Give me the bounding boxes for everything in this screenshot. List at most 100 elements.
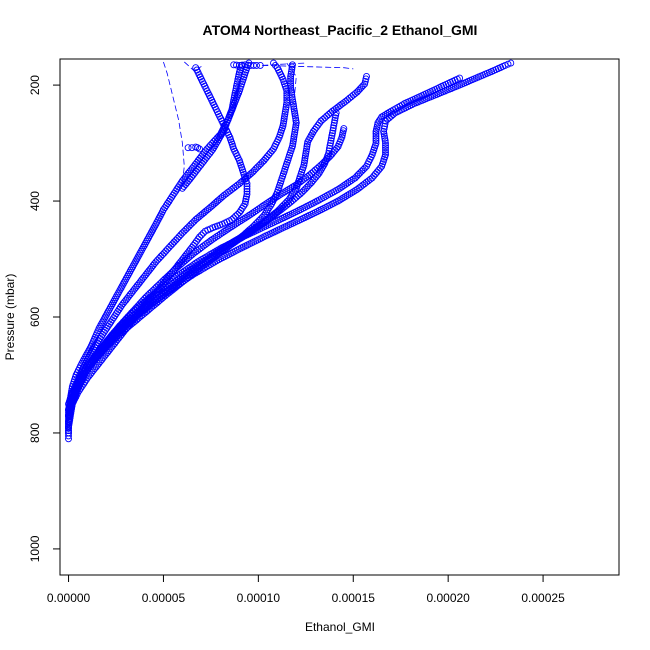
data-point (290, 130, 298, 138)
data-point (180, 227, 188, 235)
data-point (300, 159, 308, 167)
data-point (209, 145, 217, 153)
data-point (381, 122, 389, 130)
data-point (296, 190, 304, 198)
y-axis: 200 400 600 800 1000 (28, 75, 60, 562)
data-point (290, 135, 298, 143)
data-point (252, 165, 260, 173)
data-point (234, 219, 241, 227)
data-point (234, 236, 241, 244)
data-point (290, 133, 298, 141)
data-point (226, 224, 234, 232)
data-point (288, 93, 296, 101)
data-point (328, 132, 336, 140)
data-point (111, 296, 119, 304)
data-point (175, 233, 183, 241)
data-point (65, 432, 72, 440)
data-point (289, 96, 296, 104)
data-point (380, 132, 388, 140)
data-point (289, 98, 297, 106)
data-point (173, 234, 181, 242)
data-point (279, 122, 287, 130)
x-tick-label: 0.00015 (332, 591, 376, 605)
data-point (136, 249, 144, 257)
data-point (107, 303, 114, 311)
data-point (289, 61, 296, 69)
data-point (150, 224, 158, 232)
data-point (287, 70, 295, 78)
data-point (237, 216, 245, 224)
data-point (157, 253, 165, 260)
data-point (371, 170, 379, 178)
data-point (287, 75, 295, 83)
data-point (245, 229, 253, 237)
data-point (346, 190, 353, 198)
data-point (354, 171, 362, 178)
data-point (300, 161, 308, 169)
data-point (362, 75, 370, 83)
data-point (104, 307, 112, 315)
data-point (372, 139, 380, 147)
data-point (134, 253, 142, 261)
data-point (381, 134, 389, 142)
data-point (332, 111, 340, 119)
data-point (188, 219, 196, 227)
data-point (280, 117, 288, 125)
data-point (282, 101, 290, 109)
data-point (380, 128, 388, 135)
data-point (172, 236, 180, 244)
data-point (363, 72, 370, 80)
y-tick-label: 1000 (28, 535, 42, 562)
data-point (212, 140, 220, 147)
data-point (270, 59, 277, 67)
data-point (197, 231, 205, 239)
data-point (301, 154, 309, 162)
data-point (242, 198, 249, 205)
chart-title: ATOM4 Northeast_Pacific_2 Ethanol_GMI (203, 22, 478, 38)
connecting-line (262, 62, 306, 66)
data-point (271, 61, 279, 69)
data-point (290, 107, 298, 115)
data-point (194, 235, 202, 243)
data-point (292, 119, 300, 127)
data-point (113, 292, 121, 300)
data-point (232, 212, 240, 220)
data-point (291, 110, 299, 117)
data-point (291, 126, 299, 134)
data-point (338, 195, 346, 203)
data-point (196, 145, 203, 153)
y-tick-label: 200 (28, 75, 42, 95)
data-point (507, 59, 515, 67)
data-point (347, 189, 355, 197)
data-point (291, 186, 299, 194)
data-point (327, 137, 335, 145)
data-point (349, 91, 357, 99)
x-tick-label: 0.00025 (521, 591, 565, 605)
y-tick-label: 600 (28, 307, 42, 327)
connecting-line (163, 61, 185, 183)
data-point (143, 236, 151, 244)
data-points (65, 59, 515, 443)
data-point (382, 139, 389, 147)
data-point (146, 232, 153, 240)
data-point (287, 68, 295, 76)
data-point (382, 141, 389, 149)
data-point (279, 119, 287, 127)
data-point (287, 82, 295, 90)
data-point (164, 245, 171, 253)
data-point (291, 128, 299, 136)
data-point (381, 120, 389, 128)
data-point (251, 225, 259, 233)
data-point (289, 137, 297, 145)
x-tick-label: 0.00005 (142, 591, 186, 605)
data-point (229, 99, 237, 107)
data-point (289, 100, 297, 108)
data-point (287, 79, 295, 87)
data-point (170, 238, 178, 246)
data-point (301, 157, 309, 164)
data-point (288, 91, 296, 99)
data-point (347, 93, 355, 101)
data-point (239, 233, 247, 241)
data-point (235, 218, 243, 226)
data-point (302, 147, 310, 155)
